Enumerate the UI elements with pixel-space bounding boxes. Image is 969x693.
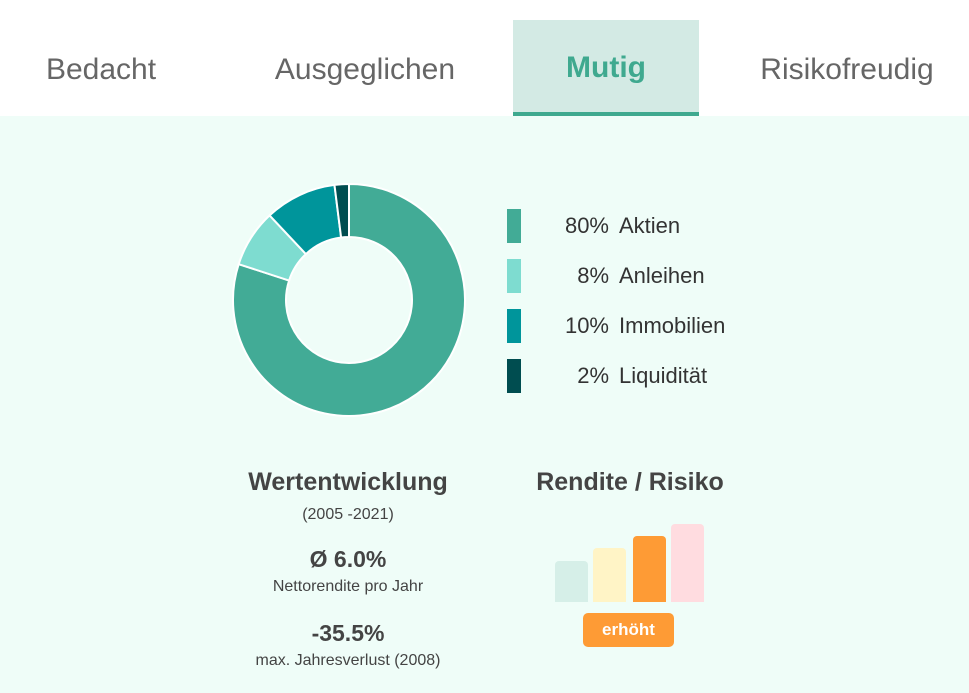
max-loss: -35.5%	[311, 620, 385, 646]
donut-slice-aktien	[232, 182, 466, 417]
legend-percent: 2%	[577, 363, 609, 388]
tab-ausgeglichen[interactable]: Ausgeglichen	[274, 53, 456, 86]
risk-title: Rendite / Risiko	[536, 468, 724, 496]
allocation-donut-chart	[232, 182, 466, 417]
legend-swatch	[507, 259, 521, 293]
legend-label: Immobilien	[619, 313, 726, 338]
legend-swatch	[507, 359, 521, 393]
performance-period: (2005 -2021)	[302, 506, 394, 523]
average-return: Ø 6.0%	[309, 546, 387, 572]
risk-bar-1	[555, 561, 588, 602]
average-return-label: Nettorendite pro Jahr	[272, 578, 424, 595]
legend-swatch	[507, 209, 521, 243]
risk-bar-3	[633, 536, 666, 602]
profile-panel	[0, 116, 969, 693]
risk-bar-2	[593, 548, 626, 602]
donut-slice-liquidität	[333, 182, 350, 239]
risk-level-badge: erhöht	[583, 613, 674, 647]
legend-item: 80% Aktien	[507, 209, 747, 243]
legend-swatch	[507, 309, 521, 343]
legend-label: Aktien	[619, 213, 681, 238]
risk-bar-4	[671, 524, 704, 602]
legend-percent: 10%	[564, 313, 609, 338]
legend-item: 2% Liquidität	[507, 359, 747, 393]
tab-mutig[interactable]: Mutig	[513, 20, 699, 116]
legend-label: Liquidität	[619, 363, 708, 388]
legend-label: Anleihen	[619, 263, 705, 288]
performance-title: Wertentwicklung	[248, 468, 448, 496]
risk-profile-tabs: Bedacht Ausgeglichen Mutig Risikofreudig	[0, 0, 969, 116]
legend-percent: 8%	[577, 263, 609, 288]
legend-percent: 80%	[564, 213, 609, 238]
legend-item: 10% Immobilien	[507, 309, 747, 343]
legend-item: 8% Anleihen	[507, 259, 747, 293]
max-loss-label: max. Jahresverlust (2008)	[255, 652, 441, 669]
tab-risikofreudig[interactable]: Risikofreudig	[760, 53, 934, 86]
tab-bedacht[interactable]: Bedacht	[45, 53, 157, 86]
